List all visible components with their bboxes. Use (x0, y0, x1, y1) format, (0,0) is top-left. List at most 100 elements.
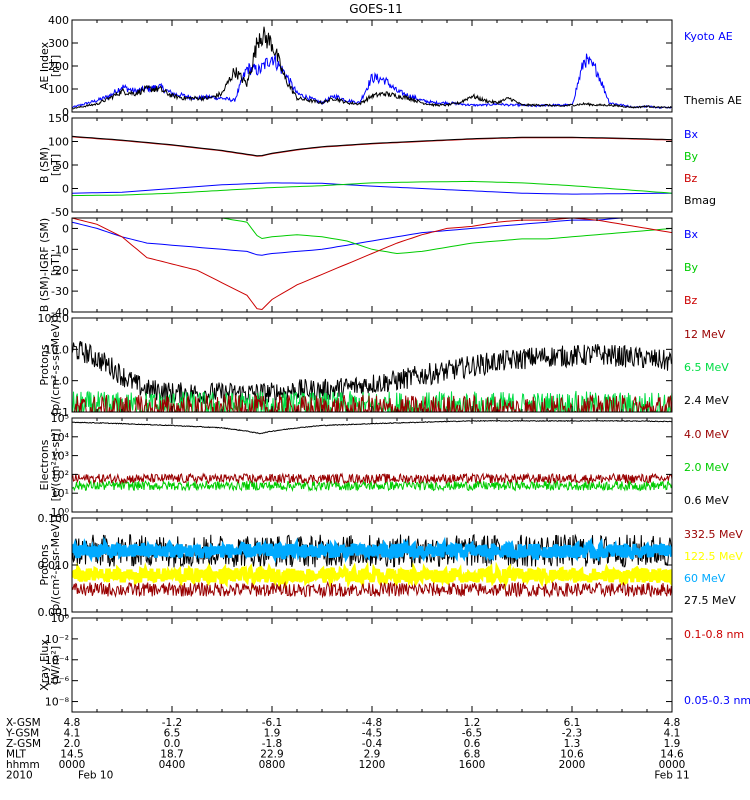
ephem-cell-5-0: Feb 10 (78, 770, 113, 782)
ephem-cell-1-6: 4.1 (664, 728, 681, 740)
series-prot2-2 (72, 561, 672, 591)
y-tick-label-xray-0: 10⁻⁸ (45, 696, 70, 709)
legend-elec-1: 2.0 MeV (684, 461, 729, 474)
y-tick-label-b-0: -50 (51, 206, 69, 219)
ephem-cell-0-5: 6.1 (564, 717, 581, 729)
series-group-bigrf (72, 218, 672, 311)
ephem-cell-2-2: -1.8 (262, 738, 283, 750)
ephem-row-label-2: Z-GSM (6, 738, 41, 750)
ephem-cell-1-0: 4.1 (64, 728, 81, 740)
y-tick-label-elec-5: 10⁵ (51, 412, 69, 425)
panel-b: -50 0 50 100 150 B (SM)[nT] Bx By Bz Bmag (38, 112, 716, 219)
y-tick-label-elec-3: 10³ (51, 450, 69, 463)
legend-b-0: Bx (684, 128, 699, 141)
legend-bigrf-1: By (684, 261, 699, 274)
legend-xray-1: 0.05-0.3 nm (684, 694, 750, 707)
y-tick-label-b-2: 50 (55, 159, 69, 172)
y-axis-label-ae-1: [nT] (49, 55, 62, 77)
ephem-cell-3-0: 14.5 (60, 749, 83, 761)
y-tick-label-prot1-1: 1.0 (52, 375, 70, 388)
ephem-cell-1-4: -6.5 (462, 728, 483, 740)
ephem-cell-4-1: 0400 (159, 759, 186, 771)
ephem-cell-3-6: 14.6 (660, 749, 684, 761)
y-tick-label-ae-2: 200 (48, 60, 69, 73)
panel-ae: 0 100 200 300 400 AE Index[nT] Kyoto AE Themis … (38, 14, 742, 119)
legend-elec-0: 4.0 MeV (684, 428, 729, 441)
series-b-2 (72, 136, 672, 157)
series-group-b (72, 135, 672, 197)
series-b-0 (72, 182, 672, 195)
legend-ae-0: Kyoto AE (684, 30, 733, 43)
y-tick-label-elec-2: 10² (51, 468, 69, 481)
series-b-1 (72, 180, 672, 197)
ephem-cell-1-1: 6.5 (164, 728, 181, 740)
ephem-row-label-4: hhmm (6, 759, 40, 771)
y-tick-label-prot2-2: 0.100 (38, 512, 70, 525)
ephem-cell-0-6: 4.8 (664, 717, 681, 729)
panel-prot1: 0.1 1.0 10.0 100.0 Protons[p/(cm²-s-sr-MeV)]… (38, 312, 730, 419)
y-tick-label-xray-3: 10⁻² (45, 633, 69, 646)
ephem-cell-0-2: -6.1 (262, 717, 283, 729)
y-axis-label-ae-0: AE Index (38, 41, 51, 90)
y-tick-label-ae-3: 300 (48, 37, 69, 50)
plot-frame-xray (71, 617, 673, 713)
legend-prot2-0: 332.5 MeV (684, 528, 743, 541)
ephem-cell-2-5: 1.3 (564, 738, 581, 750)
y-tick-label-bigrf-0: -40 (51, 306, 69, 319)
y-axis-label-xray-1: [W/m²] (49, 646, 62, 684)
y-axis-label-b-1: [nT] (49, 154, 62, 176)
legend-prot2-1: 122.5 MeV (684, 550, 743, 563)
y-tick-label-prot2-1: 0.010 (38, 559, 70, 572)
series-b-3 (72, 135, 672, 157)
ephem-cell-0-4: 1.2 (464, 717, 481, 729)
ephem-row-label-5: 2010 (6, 770, 33, 782)
y-tick-label-bigrf-2: -20 (51, 264, 69, 277)
ephem-cell-1-3: -4.5 (362, 728, 383, 740)
y-tick-label-elec-4: 10⁴ (51, 431, 70, 444)
ephem-row-label-0: X-GSM (6, 717, 41, 729)
ephem-cell-2-1: 0.0 (164, 738, 181, 750)
legend-bigrf-0: Bx (684, 228, 699, 241)
y-axis-label-prot1-0: Protons (38, 344, 51, 385)
ephem-cell-0-1: -1.2 (162, 717, 183, 729)
series-group-prot1 (72, 340, 672, 412)
ephem-cell-4-0: 0000 (59, 759, 86, 771)
ephem-cell-1-5: -2.3 (562, 728, 583, 740)
y-tick-label-prot1-0: 0.1 (52, 406, 70, 419)
ephem-cell-5-6: Feb 11 (654, 770, 689, 782)
ephem-cell-4-6: 0000 (659, 759, 686, 771)
series-elec-1 (72, 479, 672, 493)
ephem-cell-2-3: -0.4 (362, 738, 383, 750)
series-ae-0 (72, 53, 672, 109)
ephem-row-label-3: MLT (6, 749, 26, 761)
y-tick-label-prot1-3: 100.0 (38, 312, 70, 325)
ephem-cell-3-3: 2.9 (364, 749, 381, 761)
ephem-cell-3-5: 10.6 (560, 749, 584, 761)
series-group-elec (72, 419, 672, 493)
legend-prot2-3: 27.5 MeV (684, 594, 736, 607)
y-axis-label-elec-1: [e/(cm²-s-sr)] (49, 429, 62, 502)
series-group-prot2 (72, 533, 672, 599)
legend-prot1-0: 12 MeV (684, 328, 726, 341)
panel-prot2: 0.001 0.010 0.100 Protons[p/(cm²-s-sr-MeV)]… (38, 512, 744, 619)
series-prot1-0 (72, 340, 672, 406)
series-group-ae (72, 26, 672, 110)
ephemeris-table: X-GSM 4.8 -1.2 -6.1 -4.8 1.2 6.1 4.8 Y-GSM 4.1 6.5… (5, 717, 690, 782)
series-elec-2 (72, 472, 672, 485)
chart-title: GOES-11 (349, 2, 403, 16)
series-ae-1 (72, 26, 672, 110)
plot-frame-elec (71, 417, 673, 513)
y-axis-label-xray-0: Xray Flux (38, 639, 51, 691)
plot-frame-bigrf (71, 217, 673, 313)
y-tick-label-prot1-2: 10.0 (45, 343, 70, 356)
legend-prot1-1: 6.5 MeV (684, 361, 729, 374)
ephem-cell-0-3: -4.8 (362, 717, 383, 729)
y-tick-label-prot2-0: 0.001 (38, 606, 70, 619)
y-axis-label-elec-0: Electrons (38, 439, 51, 490)
ephem-row-label-1: Y-GSM (5, 728, 39, 740)
y-tick-label-ae-1: 100 (48, 83, 69, 96)
ephem-cell-1-2: 1.9 (264, 728, 281, 740)
legend-bigrf-2: Bz (684, 294, 698, 307)
